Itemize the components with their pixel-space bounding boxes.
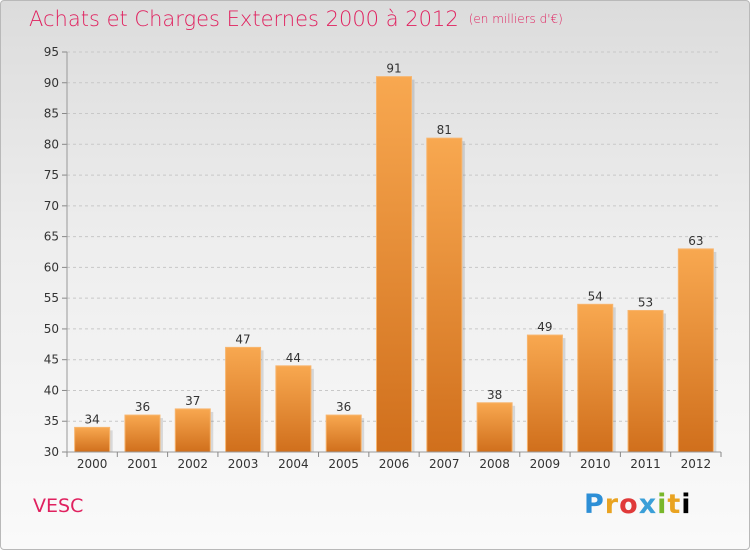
- y-tick-label: 55: [44, 291, 59, 305]
- place-name: VESC: [33, 495, 84, 517]
- bar: [677, 248, 714, 453]
- data-label: 63: [688, 234, 703, 248]
- data-label: 38: [487, 388, 502, 402]
- logo-letter: x: [638, 489, 658, 520]
- axis-layer: 30 35 40 45 50 55 60 65 70 75 80 85 90 95 2000 2001 2002…: [44, 45, 722, 471]
- bar: [476, 402, 513, 453]
- logo-letter: P: [584, 489, 605, 520]
- logo-letter: r: [604, 489, 620, 520]
- x-tick-label: 2012: [681, 457, 712, 471]
- y-tick-label: 75: [44, 168, 59, 182]
- x-tick-label: 2001: [127, 457, 158, 471]
- logo-letter: i: [681, 489, 692, 520]
- chart-title: Achats et Charges Externes 2000 à 2012 (e…: [29, 7, 563, 31]
- x-tick-label: 2003: [228, 457, 259, 471]
- y-tick-label: 45: [44, 353, 59, 367]
- bar: [526, 334, 563, 453]
- bar: [426, 137, 463, 453]
- y-tick-label: 60: [44, 260, 59, 274]
- bar: [376, 76, 412, 453]
- y-tick-label: 50: [44, 322, 59, 336]
- data-label: 81: [437, 123, 452, 137]
- data-label: 36: [336, 400, 351, 414]
- logo-letter: t: [667, 489, 682, 520]
- data-label: 53: [638, 295, 653, 309]
- bar: [275, 365, 312, 453]
- bar: [74, 426, 111, 453]
- data-label: 54: [588, 289, 603, 303]
- x-tick-label: 2005: [328, 457, 359, 471]
- data-label: 37: [185, 394, 200, 408]
- data-label: 44: [286, 351, 301, 365]
- y-tick-label: 90: [44, 76, 59, 90]
- x-tick-label: 2007: [429, 457, 460, 471]
- bar: [325, 414, 362, 453]
- y-tick-label: 95: [44, 45, 59, 59]
- y-tick-label: 65: [44, 230, 59, 244]
- y-tick-label: 40: [44, 383, 59, 397]
- y-tick-label: 70: [44, 199, 59, 213]
- x-tick-label: 2002: [177, 457, 208, 471]
- logo-letter: i: [657, 489, 668, 520]
- data-label: 47: [235, 332, 250, 346]
- bar: [225, 346, 262, 453]
- bar: [174, 408, 211, 453]
- x-tick-label: 2009: [530, 457, 561, 471]
- data-label: 34: [85, 412, 100, 426]
- y-tick-label: 85: [44, 107, 59, 121]
- x-tick-label: 2010: [580, 457, 611, 471]
- data-label: 49: [537, 320, 552, 334]
- y-tick-label: 80: [44, 137, 59, 151]
- x-tick-label: 2008: [479, 457, 510, 471]
- bar: [627, 309, 664, 453]
- y-tick-label: 30: [44, 445, 59, 459]
- data-label: 36: [135, 400, 150, 414]
- x-tick-label: 2006: [379, 457, 410, 471]
- chart-title-text: Achats et Charges Externes 2000 à 2012: [29, 7, 459, 31]
- data-label: 91: [386, 62, 401, 76]
- x-tick-label: 2011: [630, 457, 661, 471]
- bar: [577, 303, 614, 453]
- chart-subtitle: (en milliers d'€): [468, 12, 563, 26]
- x-tick-label: 2004: [278, 457, 309, 471]
- y-tick-label: 35: [44, 414, 59, 428]
- bar: [124, 414, 161, 453]
- logo-letter: o: [619, 489, 639, 520]
- x-tick-label: 2000: [77, 457, 108, 471]
- proxiti-logo: Proxiti: [584, 489, 692, 520]
